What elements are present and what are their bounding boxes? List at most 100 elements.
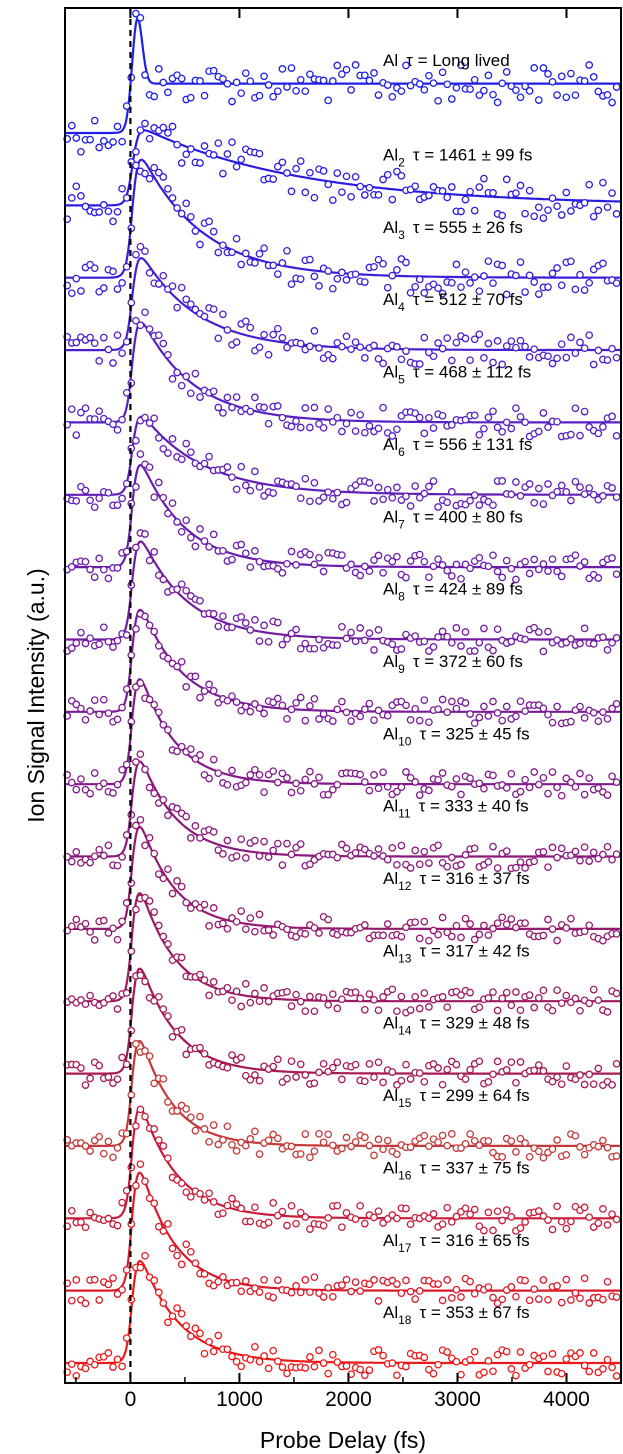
data-point — [406, 1006, 415, 1014]
data-point — [164, 509, 172, 518]
data-point — [273, 839, 282, 848]
data-point — [516, 93, 525, 102]
data-point — [251, 393, 259, 402]
data-point — [319, 76, 328, 85]
data-point — [182, 372, 191, 381]
data-point — [402, 492, 410, 501]
data-point — [457, 991, 465, 1000]
data-point — [512, 478, 520, 486]
data-point — [136, 1160, 145, 1169]
data-point — [567, 207, 575, 215]
label-subscript: 7 — [398, 517, 405, 531]
data-point — [154, 641, 163, 650]
data-point — [209, 1347, 218, 1356]
data-point — [260, 1275, 268, 1284]
data-point — [251, 765, 259, 774]
data-point — [95, 554, 104, 563]
data-point — [283, 559, 291, 568]
data-point — [296, 1208, 305, 1217]
data-point — [580, 714, 589, 722]
data-point — [603, 90, 612, 99]
data-point — [397, 171, 406, 180]
data-point — [612, 1215, 621, 1224]
data-point — [438, 769, 447, 777]
data-point — [296, 693, 305, 702]
trace-label: Al τ = Long lived — [383, 51, 510, 70]
data-point — [319, 493, 328, 502]
data-point — [246, 563, 255, 572]
data-point — [246, 626, 255, 634]
data-point — [580, 1150, 589, 1159]
data-point — [122, 388, 131, 397]
trace-label: Al11 τ = 333 ± 40 fs — [383, 797, 529, 821]
data-point — [136, 815, 145, 824]
data-point — [196, 1329, 204, 1338]
data-point — [86, 634, 94, 643]
data-point — [585, 1367, 594, 1376]
data-point — [365, 1060, 374, 1068]
trace-label: Al7 τ = 400 ± 80 fs — [383, 507, 523, 531]
data-point — [255, 997, 264, 1006]
data-point — [534, 96, 543, 104]
data-point — [539, 214, 548, 222]
data-point — [333, 1201, 342, 1210]
data-point — [557, 340, 566, 349]
label-subscript: 11 — [398, 807, 411, 821]
data-point — [534, 565, 543, 574]
data-point — [452, 704, 461, 713]
data-point — [539, 931, 548, 940]
data-point — [425, 936, 433, 945]
data-point — [145, 463, 154, 472]
data-point — [571, 783, 580, 791]
data-point — [154, 65, 163, 73]
data-point — [420, 1131, 429, 1140]
data-point — [548, 768, 557, 776]
data-point — [516, 1224, 525, 1232]
data-point — [196, 1043, 204, 1052]
data-point — [502, 1206, 511, 1214]
data-point — [589, 640, 598, 648]
data-point — [489, 279, 497, 288]
data-point — [182, 1050, 191, 1059]
data-point — [383, 485, 392, 494]
data-point — [594, 1142, 603, 1151]
data-point — [306, 497, 314, 506]
data-point — [90, 116, 99, 125]
data-point — [196, 240, 204, 249]
data-point — [466, 1130, 474, 1138]
data-point — [388, 195, 397, 204]
data-point — [553, 783, 561, 792]
data-point — [168, 1312, 177, 1321]
data-point — [132, 161, 140, 170]
data-point — [177, 527, 186, 536]
data-point — [118, 1198, 126, 1207]
data-point — [521, 557, 529, 566]
data-point — [530, 1285, 539, 1294]
data-point — [365, 422, 374, 430]
data-point — [452, 560, 461, 569]
data-point — [599, 850, 607, 859]
data-point — [594, 429, 603, 438]
data-point — [383, 283, 392, 292]
data-point — [310, 1007, 319, 1016]
data-point — [118, 853, 126, 861]
data-point — [415, 860, 424, 869]
data-point — [498, 360, 507, 369]
data-point — [338, 1223, 346, 1232]
data-point — [232, 1278, 241, 1287]
data-point — [90, 769, 99, 777]
data-point — [365, 183, 374, 192]
data-point — [237, 540, 246, 549]
data-point — [608, 554, 616, 562]
data-point — [90, 264, 99, 273]
data-point — [113, 426, 122, 434]
data-point — [365, 699, 374, 708]
data-point — [484, 339, 493, 348]
data-point — [273, 1134, 282, 1143]
data-point — [306, 1153, 314, 1162]
data-point — [553, 354, 561, 363]
data-point — [223, 983, 232, 992]
data-point — [397, 992, 406, 1001]
data-point — [443, 1003, 452, 1012]
data-point — [283, 774, 291, 782]
